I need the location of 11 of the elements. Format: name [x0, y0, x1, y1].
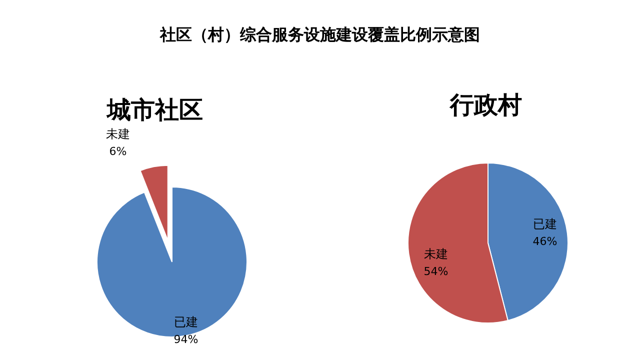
slice-label: 已建 [533, 217, 557, 231]
slice-label: 未建 [424, 247, 448, 261]
chart-subtitle: 城市社区 [106, 96, 203, 124]
slice-label: 已建 [174, 315, 198, 329]
data-label: 54% [424, 265, 448, 278]
chart-subtitle: 行政村 [449, 91, 522, 119]
data-label: 94% [174, 333, 198, 346]
slice-label: 未建 [106, 127, 130, 141]
data-label: 46% [532, 235, 558, 248]
data-label: 6% [109, 145, 127, 158]
text: 社区（村）综合服务设施建设覆盖比例示意图 [159, 25, 480, 44]
